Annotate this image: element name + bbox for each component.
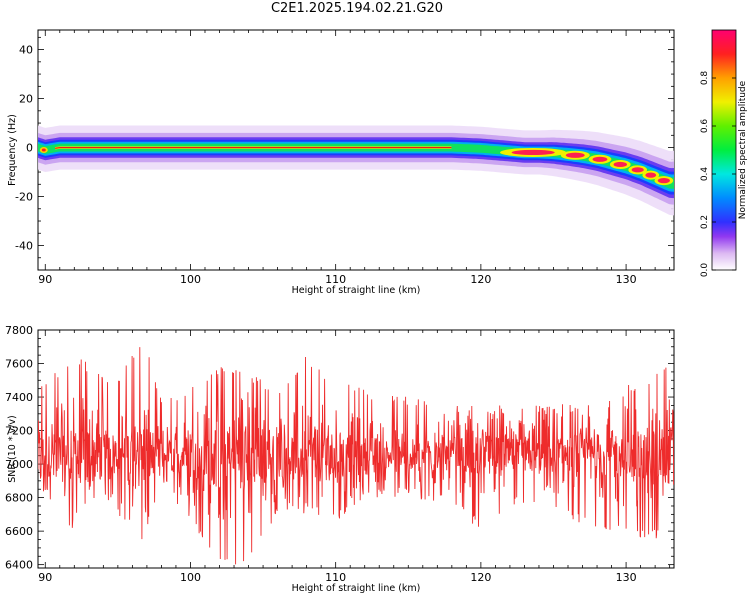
y-tick-label: -20 — [15, 191, 33, 204]
colorbar-tick-label: 0.0 — [700, 263, 710, 278]
y-tick-label: 7200 — [5, 425, 33, 438]
x-tick-label: 130 — [616, 571, 637, 584]
x-tick-label: 130 — [616, 273, 637, 286]
ridge-blob — [645, 172, 657, 178]
snr-line — [38, 347, 674, 565]
x-axis-label: Height of straight line (km) — [292, 285, 421, 296]
ridge-blob — [631, 167, 644, 173]
y-tick-label: 40 — [19, 44, 33, 57]
y-axis-label: Frequency (Hz) — [7, 114, 18, 186]
y-tick-label: 20 — [19, 93, 33, 106]
colorbar-tick-label: 0.6 — [700, 119, 710, 134]
y-tick-label: 6800 — [5, 492, 33, 505]
ridge-core-red — [55, 147, 452, 149]
y-tick-label: 7000 — [5, 458, 33, 471]
y-tick-label: -40 — [15, 240, 33, 253]
colorbar-tick-label: 0.8 — [700, 71, 710, 86]
colorbar-label: Normalized spectral amplitude — [738, 80, 748, 219]
x-tick-label: 110 — [325, 571, 346, 584]
spectrogram-ridge — [38, 125, 674, 216]
colorbar: 0.0 0.2 0.4 0.6 0.8 Normalized spectral ampli… — [700, 29, 748, 278]
x-tick-label: 120 — [470, 273, 491, 286]
x-tick-label: 110 — [325, 273, 346, 286]
y-tick-label: 6600 — [5, 525, 33, 538]
ridge-blob — [592, 156, 608, 162]
x-tick-label: 90 — [38, 571, 52, 584]
x-axis-label: Height of straight line (km) — [292, 583, 421, 594]
colorbar-tick-label: 0.4 — [700, 167, 710, 182]
x-tick-label: 90 — [38, 273, 52, 286]
colorbar-frame — [711, 29, 737, 271]
y-tick-label: 7400 — [5, 391, 33, 404]
snr-series — [38, 347, 674, 565]
y-tick-label: 6400 — [5, 559, 33, 572]
y-tick-label: 7800 — [5, 324, 33, 337]
ridge-blob — [565, 152, 585, 158]
colorbar-gradient — [712, 30, 736, 270]
x-tick-label: 100 — [180, 571, 201, 584]
snr-panel: 90 100 110 120 130 6400 6600 6800 7000 7200 7400 76… — [5, 324, 675, 594]
figure-title: C2E1.2025.194.02.21.G20 — [270, 1, 444, 16]
x-tick-label: 100 — [180, 273, 201, 286]
ridge-blob — [511, 149, 555, 156]
y-tick-label: 0 — [26, 142, 33, 155]
y-axis-label: SNR (10 * v/v) — [7, 415, 18, 483]
x-tick-label: 120 — [470, 571, 491, 584]
ridge-blob — [613, 161, 628, 168]
colorbar-tick-label: 0.2 — [700, 215, 710, 229]
ridge-blob — [41, 148, 46, 152]
spectrogram-panel: 90 100 110 120 130 -40 -20 0 20 40 Height of strai… — [7, 29, 675, 296]
y-tick-label: 7600 — [5, 358, 33, 371]
ridge-blob — [657, 178, 670, 184]
